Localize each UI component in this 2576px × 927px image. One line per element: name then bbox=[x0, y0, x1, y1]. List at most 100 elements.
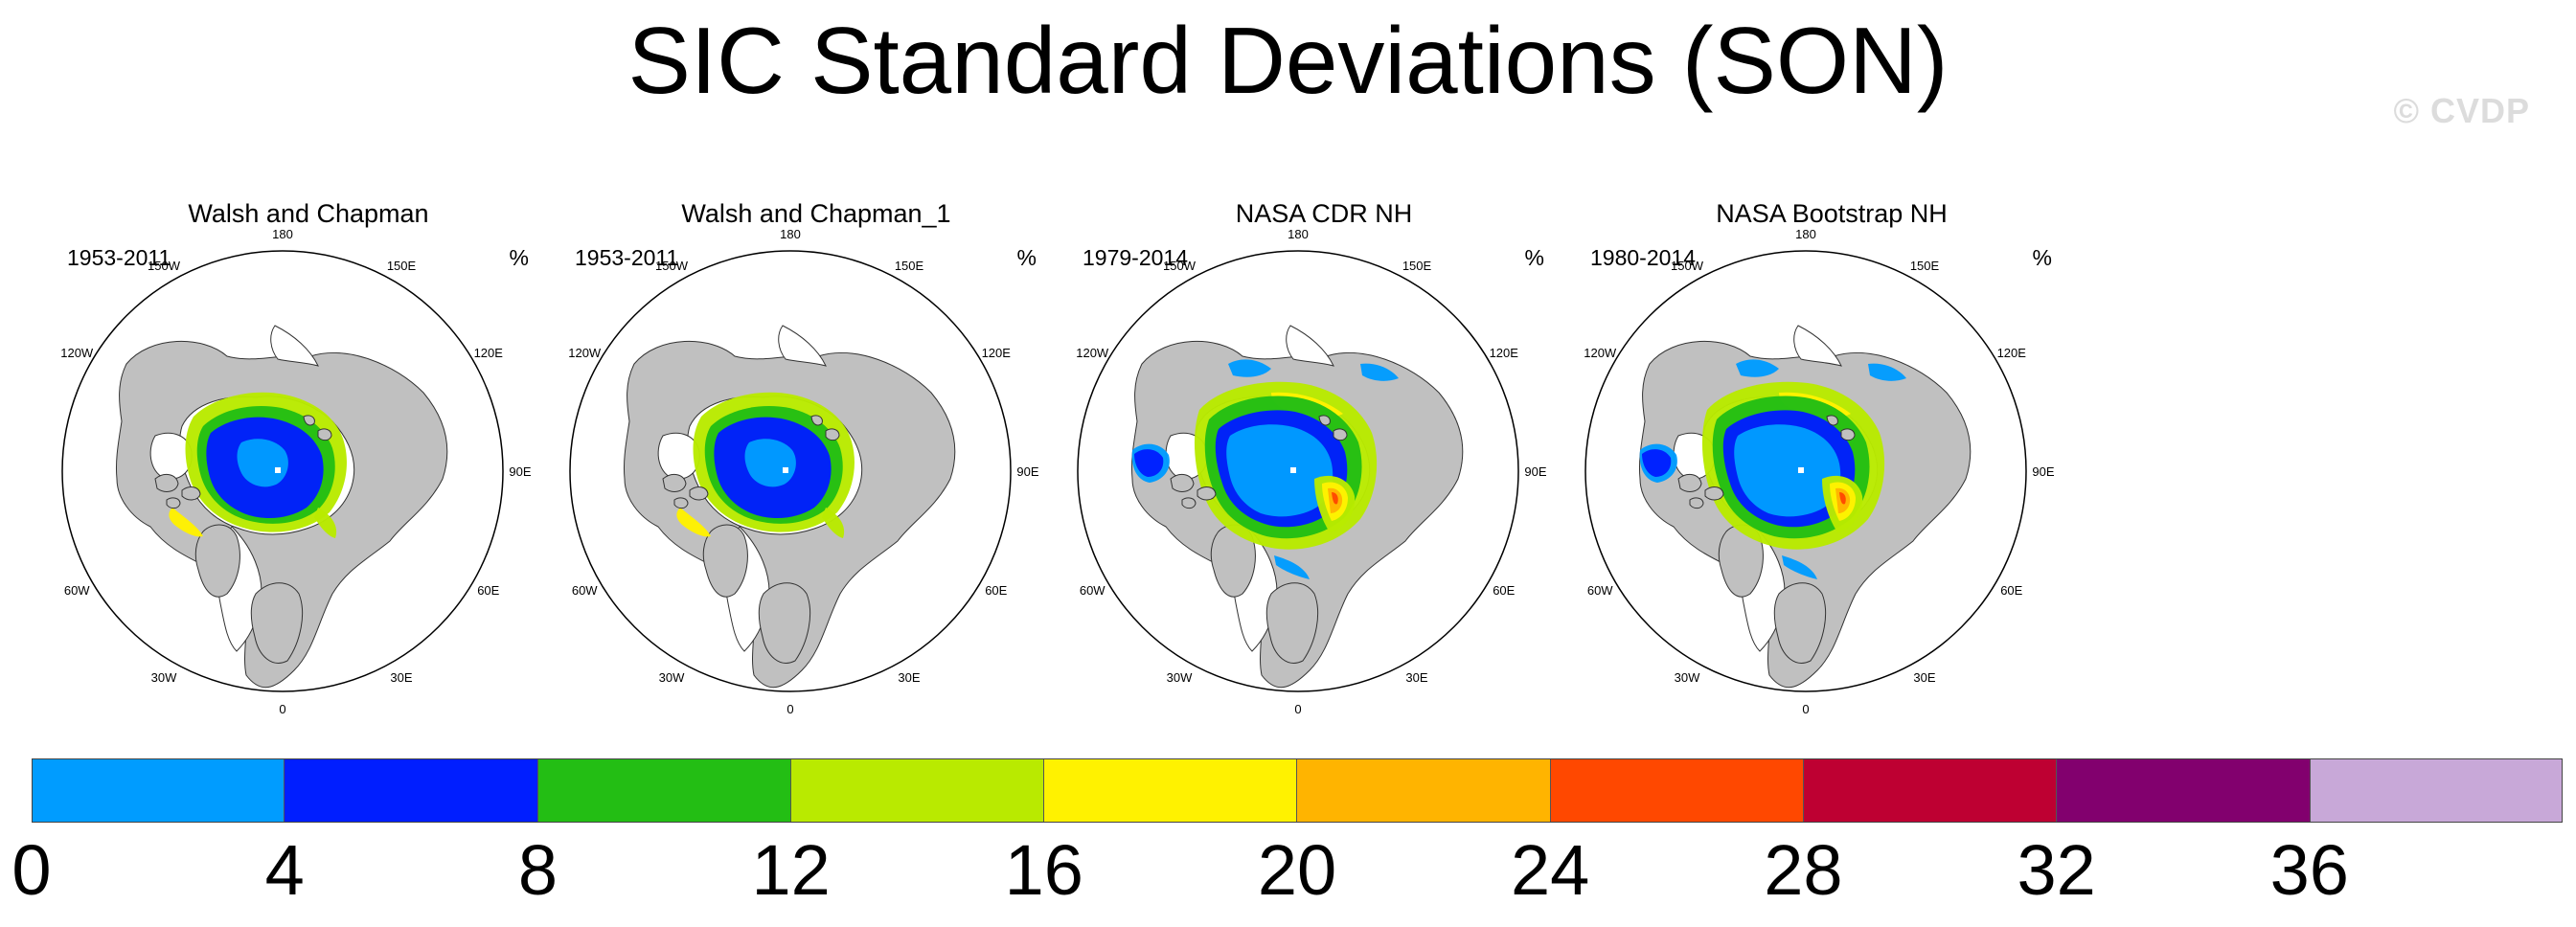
colorbar-swatch bbox=[2057, 758, 2311, 823]
panel-title: NASA CDR NH bbox=[1235, 199, 1413, 228]
island bbox=[303, 415, 315, 426]
map-panel-walsh-chapman: 180150E120E90E60E30E030W60W90W120W150W W… bbox=[59, 192, 558, 728]
ice-variance-area bbox=[1226, 424, 1334, 517]
ice-variance-area bbox=[1360, 363, 1399, 381]
island bbox=[1689, 497, 1704, 509]
island bbox=[1333, 428, 1348, 441]
colorbar-tick-label: 4 bbox=[264, 830, 305, 910]
polar-map: 180150E120E90E60E30E030W60W90W120W150W bbox=[60, 227, 532, 716]
island bbox=[1197, 486, 1217, 501]
longitude-label: 0 bbox=[1802, 702, 1809, 716]
island bbox=[1318, 415, 1331, 426]
map-content bbox=[624, 325, 956, 689]
panel-period: 1953-2011 bbox=[67, 245, 171, 270]
polar-map: 180150E120E90E60E30E030W60W90W120W150W bbox=[568, 227, 1039, 716]
map-panel-nasa-bootstrap: 180150E120E90E60E30E030W60W90W120W150W N… bbox=[1583, 192, 2081, 728]
longitude-label: 120E bbox=[1997, 346, 2027, 360]
island bbox=[673, 497, 689, 509]
colorbar-tick-label: 24 bbox=[1511, 830, 1590, 910]
colorbar-swatch bbox=[1044, 758, 1298, 823]
ice-variance-area bbox=[1868, 363, 1906, 381]
longitude-label: 0 bbox=[279, 702, 285, 716]
longitude-label: 150E bbox=[1402, 259, 1432, 273]
island bbox=[1677, 473, 1702, 492]
bering-sea bbox=[1793, 325, 1842, 367]
ice-variance-area bbox=[1228, 359, 1271, 377]
longitude-label: 120E bbox=[982, 346, 1012, 360]
scandinavia bbox=[1265, 582, 1319, 664]
colorbar-tick-label: 12 bbox=[751, 830, 831, 910]
longitude-label: 60W bbox=[64, 583, 90, 598]
cvdp-watermark: © CVDP bbox=[2393, 91, 2530, 130]
colorbar bbox=[32, 758, 2563, 823]
panel-period: 1980-2014 bbox=[1590, 245, 1696, 270]
panel-period: 1979-2014 bbox=[1083, 245, 1188, 270]
island bbox=[166, 497, 181, 509]
longitude-label: 90E bbox=[2032, 464, 2054, 479]
longitude-label: 120W bbox=[568, 346, 602, 360]
longitude-label: 150W bbox=[655, 259, 689, 273]
colorbar-tick-label: 32 bbox=[2017, 830, 2096, 910]
colorbar-tick-label: 8 bbox=[517, 830, 558, 910]
longitude-label: 120E bbox=[1490, 346, 1519, 360]
map-content bbox=[1639, 325, 1972, 689]
colorbar-swatch bbox=[790, 758, 1045, 823]
longitude-label: 120W bbox=[1076, 346, 1109, 360]
north-pole-marker bbox=[1798, 467, 1804, 473]
longitude-label: 60E bbox=[1493, 583, 1515, 598]
map-content bbox=[116, 325, 448, 689]
colorbar-tick-label: 0 bbox=[11, 830, 52, 910]
longitude-label: 150W bbox=[1163, 259, 1197, 273]
island bbox=[1840, 428, 1856, 441]
longitude-label: 120W bbox=[1584, 346, 1617, 360]
longitude-label: 180 bbox=[1288, 227, 1309, 241]
island bbox=[1181, 497, 1197, 509]
island bbox=[181, 486, 201, 501]
colorbar-swatch bbox=[2310, 758, 2563, 823]
longitude-label: 120W bbox=[60, 346, 94, 360]
scandinavia bbox=[1773, 582, 1827, 664]
longitude-label: 90E bbox=[1016, 464, 1038, 479]
panel-period: 1953-2011 bbox=[575, 245, 679, 270]
map-panel-nasa-cdr: 180150E120E90E60E30E030W60W90W120W150W N… bbox=[1075, 192, 1573, 728]
panel-title: Walsh and Chapman_1 bbox=[681, 199, 951, 228]
longitude-label: 120E bbox=[474, 346, 504, 360]
island bbox=[1826, 415, 1838, 426]
ice-variance-area bbox=[1839, 492, 1846, 505]
map-outline bbox=[1584, 250, 2027, 692]
bering-sea bbox=[778, 325, 827, 367]
colorbar-swatch bbox=[1550, 758, 1805, 823]
longitude-label: 0 bbox=[1294, 702, 1301, 716]
bering-sea bbox=[1286, 325, 1334, 367]
panel-units: % bbox=[2032, 245, 2052, 270]
longitude-label: 180 bbox=[1795, 227, 1816, 241]
ice-variance-area bbox=[1642, 449, 1672, 477]
island bbox=[154, 473, 179, 492]
ice-variance-area bbox=[1734, 424, 1841, 517]
greenland bbox=[702, 524, 748, 598]
ice-variance-area bbox=[822, 508, 845, 538]
colorbar-swatch bbox=[1804, 758, 2058, 823]
longitude-label: 150W bbox=[1671, 259, 1704, 273]
longitude-label: 60W bbox=[572, 583, 598, 598]
longitude-label: 30E bbox=[1913, 670, 1935, 685]
island bbox=[1170, 473, 1195, 492]
longitude-label: 150E bbox=[387, 259, 417, 273]
map-outline bbox=[1077, 250, 1519, 692]
north-pole-marker bbox=[1290, 467, 1296, 473]
greenland bbox=[194, 524, 240, 598]
figure-title: SIC Standard Deviations (SON) bbox=[627, 8, 1949, 113]
hudson-bay bbox=[657, 432, 700, 480]
polar-map: 180150E120E90E60E30E030W60W90W120W150W bbox=[1584, 227, 2055, 716]
island bbox=[825, 428, 840, 441]
island bbox=[662, 473, 687, 492]
longitude-label: 60W bbox=[1080, 583, 1106, 598]
longitude-label: 150E bbox=[1910, 259, 1940, 273]
colorbar-tick-label: 36 bbox=[2269, 830, 2349, 910]
ice-variance-area bbox=[1332, 492, 1338, 505]
map-panel-walsh-chapman-1: 180150E120E90E60E30E030W60W90W120W150W W… bbox=[567, 192, 1065, 728]
longitude-label: 30E bbox=[1405, 670, 1427, 685]
longitude-label: 30E bbox=[390, 670, 412, 685]
longitude-label: 30W bbox=[151, 670, 177, 685]
bering-sea bbox=[270, 325, 319, 367]
